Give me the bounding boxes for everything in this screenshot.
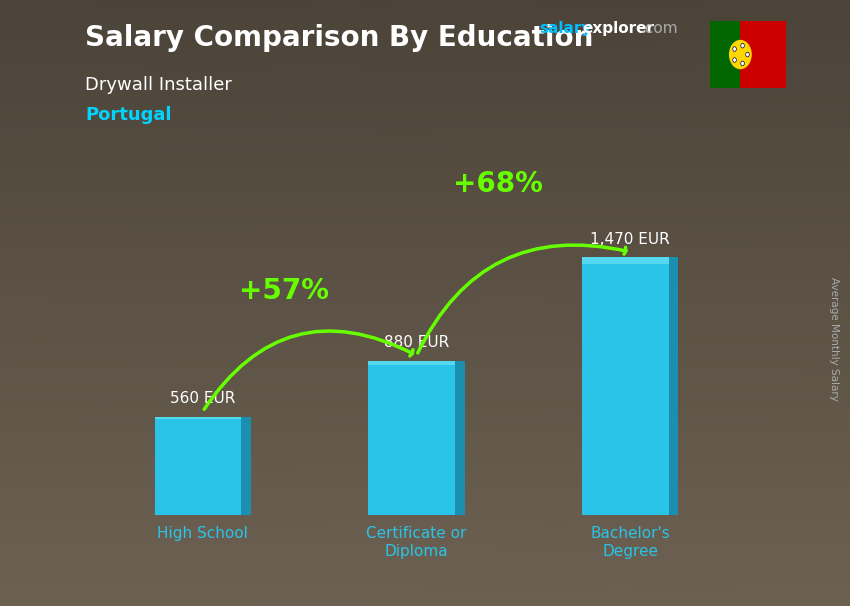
- Bar: [368, 361, 455, 365]
- Text: +68%: +68%: [453, 170, 542, 198]
- Text: 880 EUR: 880 EUR: [384, 335, 449, 350]
- Bar: [740, 21, 786, 88]
- Text: +57%: +57%: [239, 276, 329, 305]
- Circle shape: [740, 44, 745, 48]
- Bar: [241, 417, 251, 515]
- Text: 1,470 EUR: 1,470 EUR: [591, 231, 671, 247]
- Circle shape: [729, 41, 751, 68]
- Bar: [368, 361, 455, 515]
- Circle shape: [733, 58, 736, 62]
- Bar: [582, 257, 669, 515]
- Bar: [710, 21, 740, 88]
- Text: Drywall Installer: Drywall Installer: [85, 76, 232, 94]
- Circle shape: [733, 47, 736, 52]
- Text: .com: .com: [640, 21, 677, 36]
- Circle shape: [740, 61, 745, 65]
- Bar: [155, 417, 241, 515]
- Text: Portugal: Portugal: [85, 106, 172, 124]
- Text: 560 EUR: 560 EUR: [170, 391, 235, 407]
- Text: Salary Comparison By Education: Salary Comparison By Education: [85, 24, 593, 52]
- Bar: [155, 417, 241, 419]
- Bar: [669, 257, 678, 515]
- Text: Average Monthly Salary: Average Monthly Salary: [829, 278, 839, 401]
- Circle shape: [745, 52, 750, 57]
- Text: salary: salary: [540, 21, 592, 36]
- Text: explorer: explorer: [582, 21, 654, 36]
- Bar: [455, 361, 465, 515]
- Bar: [582, 257, 669, 264]
